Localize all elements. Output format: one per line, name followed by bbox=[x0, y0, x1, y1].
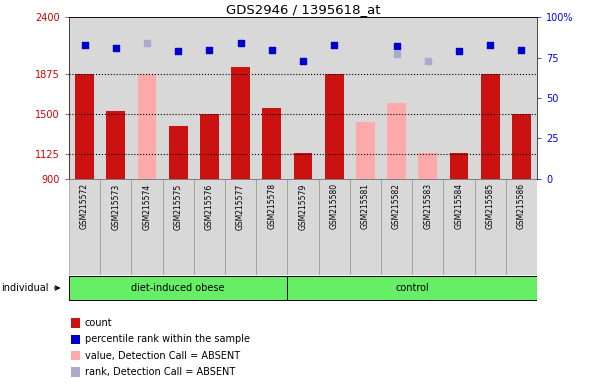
Bar bbox=[71, 335, 80, 344]
Text: percentile rank within the sample: percentile rank within the sample bbox=[85, 334, 250, 344]
Bar bbox=[169, 126, 188, 179]
Text: GSM215573: GSM215573 bbox=[112, 184, 120, 230]
Bar bbox=[100, 179, 131, 275]
Text: GSM215586: GSM215586 bbox=[517, 184, 526, 230]
Bar bbox=[200, 114, 219, 179]
Bar bbox=[71, 318, 80, 328]
Point bbox=[173, 48, 183, 54]
Point bbox=[298, 58, 308, 64]
Text: GSM215578: GSM215578 bbox=[267, 184, 276, 230]
Bar bbox=[381, 179, 412, 275]
Bar bbox=[69, 179, 100, 275]
Bar bbox=[387, 103, 406, 179]
Text: diet-induced obese: diet-induced obese bbox=[131, 283, 225, 293]
Bar bbox=[231, 67, 250, 179]
Bar bbox=[287, 179, 319, 275]
Bar bbox=[512, 114, 531, 179]
Bar bbox=[71, 367, 80, 377]
Point bbox=[517, 46, 526, 53]
Bar bbox=[475, 179, 506, 275]
Point bbox=[111, 45, 121, 51]
Text: GSM215582: GSM215582 bbox=[392, 184, 401, 229]
Point bbox=[423, 58, 433, 64]
Title: GDS2946 / 1395618_at: GDS2946 / 1395618_at bbox=[226, 3, 380, 16]
Text: individual: individual bbox=[1, 283, 59, 293]
Bar bbox=[412, 179, 443, 275]
Bar bbox=[106, 111, 125, 179]
Bar bbox=[256, 179, 287, 275]
Bar bbox=[69, 276, 287, 300]
Text: GSM215580: GSM215580 bbox=[330, 184, 338, 230]
Point bbox=[392, 43, 401, 50]
Bar bbox=[325, 74, 344, 179]
Point bbox=[80, 41, 89, 48]
Text: GSM215575: GSM215575 bbox=[174, 184, 182, 230]
Point bbox=[392, 51, 401, 58]
Bar bbox=[287, 276, 537, 300]
Bar bbox=[506, 179, 537, 275]
Point bbox=[267, 46, 277, 53]
Bar bbox=[350, 179, 381, 275]
Text: GSM215572: GSM215572 bbox=[80, 184, 89, 230]
Point bbox=[205, 46, 214, 53]
Point bbox=[485, 41, 495, 48]
Text: rank, Detection Call = ABSENT: rank, Detection Call = ABSENT bbox=[85, 367, 235, 377]
Bar bbox=[163, 179, 194, 275]
Text: GSM215577: GSM215577 bbox=[236, 184, 245, 230]
Text: GSM215585: GSM215585 bbox=[485, 184, 494, 230]
Text: GSM215581: GSM215581 bbox=[361, 184, 370, 229]
Bar bbox=[137, 74, 157, 179]
Bar bbox=[194, 179, 225, 275]
Bar bbox=[481, 74, 500, 179]
Text: control: control bbox=[395, 283, 429, 293]
Bar bbox=[443, 179, 475, 275]
Bar bbox=[225, 179, 256, 275]
Bar bbox=[75, 74, 94, 179]
Text: GSM215584: GSM215584 bbox=[455, 184, 464, 230]
Text: GSM215583: GSM215583 bbox=[424, 184, 432, 230]
Bar bbox=[293, 153, 313, 179]
Bar bbox=[356, 122, 375, 179]
Text: count: count bbox=[85, 318, 112, 328]
Point bbox=[142, 40, 152, 46]
Text: value, Detection Call = ABSENT: value, Detection Call = ABSENT bbox=[85, 351, 240, 361]
Point bbox=[329, 41, 339, 48]
Bar bbox=[131, 179, 163, 275]
Point bbox=[454, 48, 464, 54]
Bar bbox=[418, 153, 437, 179]
Text: GSM215574: GSM215574 bbox=[143, 184, 151, 230]
Bar bbox=[449, 153, 469, 179]
Text: GSM215576: GSM215576 bbox=[205, 184, 214, 230]
Text: GSM215579: GSM215579 bbox=[299, 184, 308, 230]
Bar bbox=[319, 179, 350, 275]
Bar bbox=[262, 108, 281, 179]
Point bbox=[236, 40, 245, 46]
Bar bbox=[71, 351, 80, 360]
